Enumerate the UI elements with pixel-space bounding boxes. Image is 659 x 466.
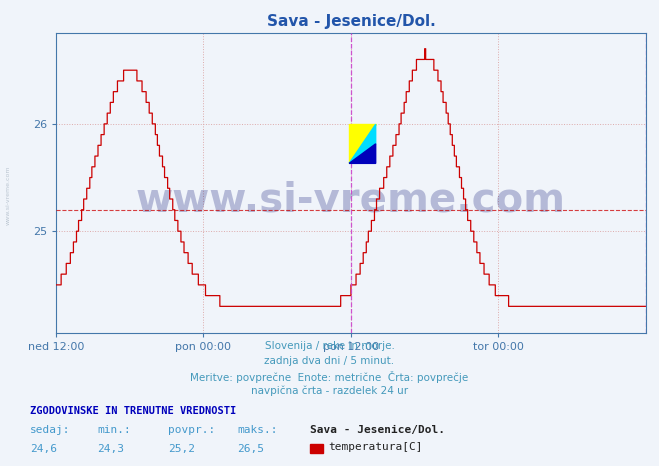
Text: Slovenija / reke in morje.: Slovenija / reke in morje. xyxy=(264,341,395,351)
Text: 24,6: 24,6 xyxy=(30,444,57,454)
Text: 24,3: 24,3 xyxy=(98,444,125,454)
Polygon shape xyxy=(349,124,376,164)
Text: zadnja dva dni / 5 minut.: zadnja dva dni / 5 minut. xyxy=(264,356,395,366)
Text: sedaj:: sedaj: xyxy=(30,425,70,435)
Text: www.si-vreme.com: www.si-vreme.com xyxy=(136,181,566,221)
Text: maks.:: maks.: xyxy=(237,425,277,435)
Polygon shape xyxy=(349,124,376,164)
Text: temperatura[C]: temperatura[C] xyxy=(328,442,422,452)
Polygon shape xyxy=(349,144,376,164)
Text: www.si-vreme.com: www.si-vreme.com xyxy=(6,166,11,226)
Text: povpr.:: povpr.: xyxy=(168,425,215,435)
Text: Sava - Jesenice/Dol.: Sava - Jesenice/Dol. xyxy=(310,425,445,435)
Text: min.:: min.: xyxy=(98,425,131,435)
Text: navpična črta - razdelek 24 ur: navpična črta - razdelek 24 ur xyxy=(251,386,408,397)
Text: 25,2: 25,2 xyxy=(168,444,195,454)
Text: ZGODOVINSKE IN TRENUTNE VREDNOSTI: ZGODOVINSKE IN TRENUTNE VREDNOSTI xyxy=(30,406,236,416)
Text: Meritve: povprečne  Enote: metrične  Črta: povprečje: Meritve: povprečne Enote: metrične Črta:… xyxy=(190,371,469,383)
Text: 26,5: 26,5 xyxy=(237,444,264,454)
Title: Sava - Jesenice/Dol.: Sava - Jesenice/Dol. xyxy=(266,14,436,29)
